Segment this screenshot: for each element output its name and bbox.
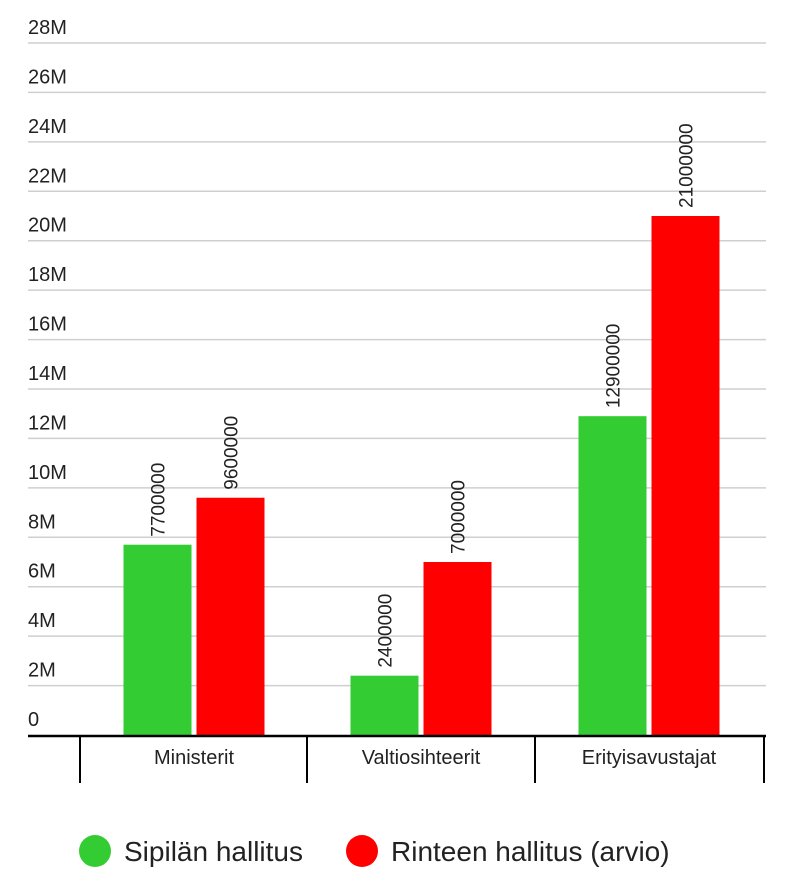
data-label: 12900000 bbox=[604, 324, 625, 409]
y-tick-label: 14M bbox=[28, 363, 67, 385]
y-tick-label: 0 bbox=[28, 709, 39, 731]
y-tick-label: 12M bbox=[28, 412, 67, 434]
x-category-label: Erityisavustajat bbox=[582, 747, 717, 769]
y-tick-label: 24M bbox=[28, 116, 67, 138]
y-tick-label: 20M bbox=[28, 215, 67, 237]
gridlines bbox=[28, 42, 766, 687]
data-labels: 7700000 9600000 2400000 7000000 12900000 2100… bbox=[149, 123, 698, 667]
legend: Sipilän hallitus Rinteen hallitus (arvio) bbox=[79, 835, 670, 867]
data-label: 2400000 bbox=[376, 594, 397, 668]
y-tick-label: 22M bbox=[28, 165, 67, 187]
data-label: 9600000 bbox=[222, 416, 243, 490]
y-tick-label: 6M bbox=[28, 561, 56, 583]
legend-swatch bbox=[79, 835, 111, 867]
data-label: 21000000 bbox=[677, 123, 698, 208]
y-tick-label: 18M bbox=[28, 264, 67, 286]
data-label: 7700000 bbox=[149, 463, 170, 537]
bar bbox=[123, 544, 192, 735]
y-tick-label: 28M bbox=[28, 17, 67, 39]
legend-swatch bbox=[346, 835, 378, 867]
y-tick-label: 10M bbox=[28, 462, 67, 484]
bar bbox=[423, 562, 492, 735]
bar bbox=[651, 216, 720, 735]
y-tick-label: 4M bbox=[28, 610, 56, 632]
bar bbox=[196, 497, 265, 735]
y-tick-label: 16M bbox=[28, 314, 67, 336]
legend-label: Rinteen hallitus (arvio) bbox=[391, 836, 670, 867]
y-tick-label: 8M bbox=[28, 511, 56, 533]
data-label: 7000000 bbox=[449, 480, 470, 554]
y-tick-label: 2M bbox=[28, 660, 56, 682]
bars bbox=[123, 216, 720, 735]
legend-label: Sipilän hallitus bbox=[124, 836, 303, 867]
x-axis: Ministerit Valtiosihteerit Erityisavustaja… bbox=[28, 734, 766, 783]
y-tick-label: 26M bbox=[28, 66, 67, 88]
bar bbox=[350, 675, 419, 735]
bar bbox=[578, 416, 647, 735]
y-axis-ticks: 0 2M 4M 6M 8M 10M 12M 14M 16M 18M 20M 22M 24M 26M 28M bbox=[28, 17, 67, 731]
x-category-label: Ministerit bbox=[154, 747, 234, 769]
x-category-label: Valtiosihteerit bbox=[362, 747, 481, 769]
